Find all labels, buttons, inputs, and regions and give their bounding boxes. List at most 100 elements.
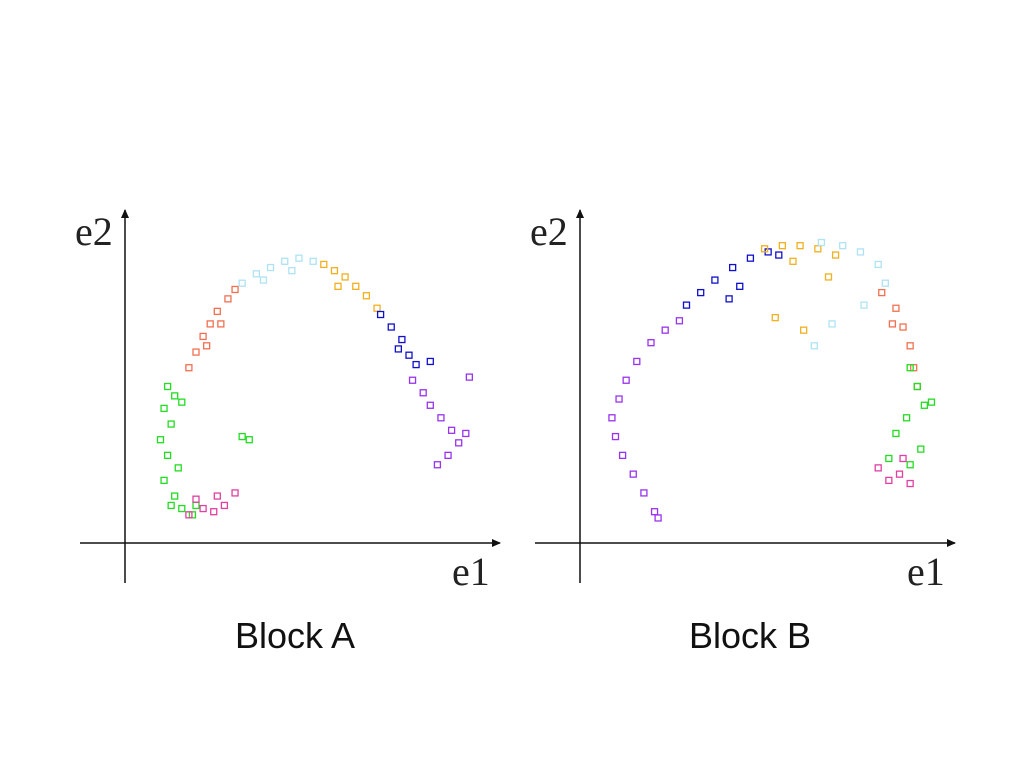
- scatter-point: [711, 276, 719, 284]
- scatter-point: [178, 504, 186, 513]
- scatter-point: [622, 376, 630, 384]
- scatter-point: [789, 257, 797, 265]
- scatter-point: [295, 254, 303, 262]
- scatter-point: [202, 342, 211, 350]
- scatter-point: [800, 326, 808, 334]
- scatter-point: [465, 373, 474, 381]
- scatter-point: [661, 326, 669, 334]
- scatter-point: [231, 285, 239, 294]
- scatter-point: [455, 439, 463, 447]
- scatter-point: [874, 260, 882, 269]
- scatter-point: [874, 464, 882, 472]
- scatter-point: [878, 288, 886, 297]
- scatter-point: [160, 404, 168, 413]
- scatter-point: [771, 313, 779, 322]
- scatter-point: [217, 320, 225, 328]
- scatter-point: [426, 401, 434, 409]
- scatter-point: [796, 241, 804, 250]
- scatter-point: [618, 451, 627, 460]
- scatter-point: [629, 470, 637, 478]
- scatter-point: [341, 273, 349, 281]
- scatter-point: [171, 492, 179, 500]
- scatter-point: [736, 282, 744, 290]
- x-axis-label: e1: [452, 549, 490, 594]
- scatter-point: [697, 288, 705, 297]
- chart-caption: Block B: [689, 615, 811, 656]
- scatter-point: [892, 429, 900, 438]
- scatter-point: [824, 273, 833, 281]
- scatter-point: [252, 270, 261, 278]
- scatter-point: [167, 501, 175, 510]
- scatter-point: [906, 342, 914, 350]
- scatter-point: [412, 360, 420, 369]
- scatter-point: [447, 426, 456, 434]
- scatter-point: [426, 357, 434, 366]
- scatter-point: [860, 301, 868, 309]
- scatter-point: [817, 238, 826, 247]
- scatter-point: [156, 436, 165, 444]
- scatter-point: [238, 279, 246, 287]
- scatter-point: [238, 432, 246, 441]
- scatter-point: [906, 479, 914, 488]
- scatter-point: [334, 282, 342, 290]
- scatter-point: [899, 454, 907, 463]
- scatter-point: [906, 364, 914, 372]
- scatter-point: [387, 323, 395, 331]
- scatter-point: [725, 295, 733, 303]
- scatter-point: [654, 514, 662, 522]
- scatter-point: [362, 292, 371, 300]
- scatter-point: [330, 267, 339, 275]
- scatter-point: [245, 436, 253, 444]
- x-axis-label: e1: [907, 549, 945, 594]
- scatter-point: [839, 241, 847, 250]
- scatter-point: [376, 310, 385, 319]
- scatter-point: [163, 382, 172, 391]
- scatter-point: [828, 320, 836, 328]
- scatter-point: [174, 464, 182, 472]
- scatter-point: [640, 489, 648, 497]
- scatter-point: [437, 414, 445, 422]
- scatter-point: [163, 451, 172, 460]
- scatter-point: [444, 451, 452, 460]
- scatter-point: [266, 263, 275, 272]
- scatter-point: [206, 320, 214, 328]
- scatter-point: [729, 263, 737, 272]
- scatter-point: [309, 257, 317, 265]
- y-axis-label: e2: [75, 209, 113, 254]
- scatter-point: [210, 508, 218, 516]
- scatter-point: [462, 429, 470, 438]
- scatter-point: [185, 511, 193, 519]
- scatter-point: [902, 414, 911, 422]
- scatter-point: [760, 245, 769, 253]
- scatter-point: [178, 398, 186, 406]
- scatter-point: [892, 304, 900, 312]
- scatter-point: [778, 241, 786, 250]
- scatter-point: [213, 492, 221, 500]
- scatter-point: [259, 276, 268, 284]
- scatter-point: [906, 461, 914, 469]
- scatter-point: [213, 307, 221, 316]
- scatter-point: [160, 476, 168, 485]
- scatter-point: [167, 420, 175, 428]
- scatter-point: [615, 395, 623, 403]
- scatter-point: [171, 392, 179, 400]
- scatter-point: [831, 251, 840, 259]
- scatter-point: [231, 489, 239, 497]
- scatter-point: [917, 445, 925, 453]
- scatter-point: [775, 251, 783, 259]
- scatter-point: [647, 339, 655, 347]
- scatter-point: [220, 501, 229, 510]
- scatter-point: [899, 323, 907, 331]
- scatter-point: [394, 345, 403, 353]
- scatter-point: [192, 495, 200, 503]
- scatter-point: [398, 335, 406, 344]
- scatter-point: [352, 282, 360, 290]
- chart-caption: Block A: [235, 615, 355, 656]
- scatter-point: [682, 301, 691, 309]
- scatter-point: [433, 461, 442, 469]
- scatter-point: [320, 260, 328, 269]
- scatter-point: [199, 332, 207, 341]
- scatter-point: [405, 351, 413, 359]
